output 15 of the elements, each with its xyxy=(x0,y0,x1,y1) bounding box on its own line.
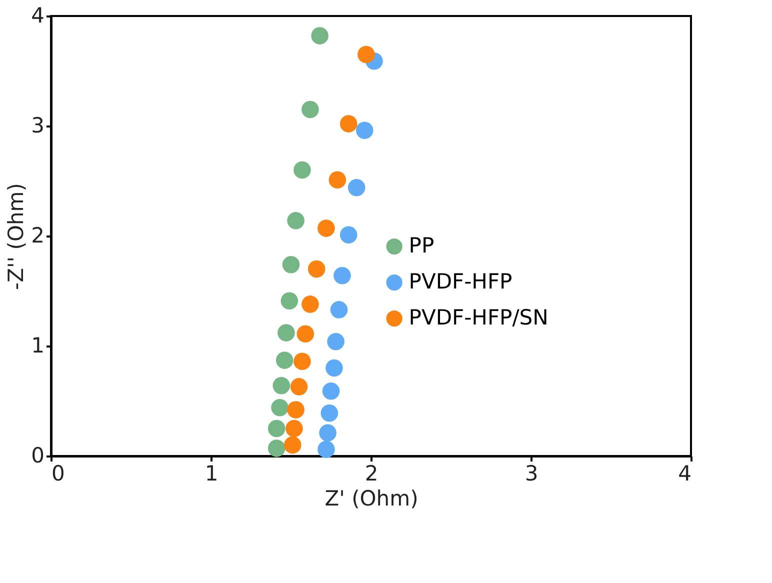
x-tick-label: 3 xyxy=(524,462,538,486)
x-axis-title: Z' (Ohm) xyxy=(324,486,418,510)
y-tick-label: 3 xyxy=(31,114,44,138)
y-tick-label: 1 xyxy=(31,334,44,358)
legend-label: PVDF-HFP xyxy=(408,270,512,294)
legend-label: PVDF-HFP/SN xyxy=(408,306,548,330)
x-tick-label: 4 xyxy=(678,462,692,486)
x-tick-label: 0 xyxy=(52,462,65,486)
y-tick-label: 2 xyxy=(31,224,44,248)
x-tick-label: 1 xyxy=(204,462,218,486)
legend-label: PP xyxy=(408,234,434,258)
y-axis-title: -Z'' (Ohm) xyxy=(4,183,28,290)
x-tick-label: 2 xyxy=(364,462,378,486)
y-tick-label: 4 xyxy=(31,4,44,28)
y-tick-label: 0 xyxy=(31,444,44,468)
